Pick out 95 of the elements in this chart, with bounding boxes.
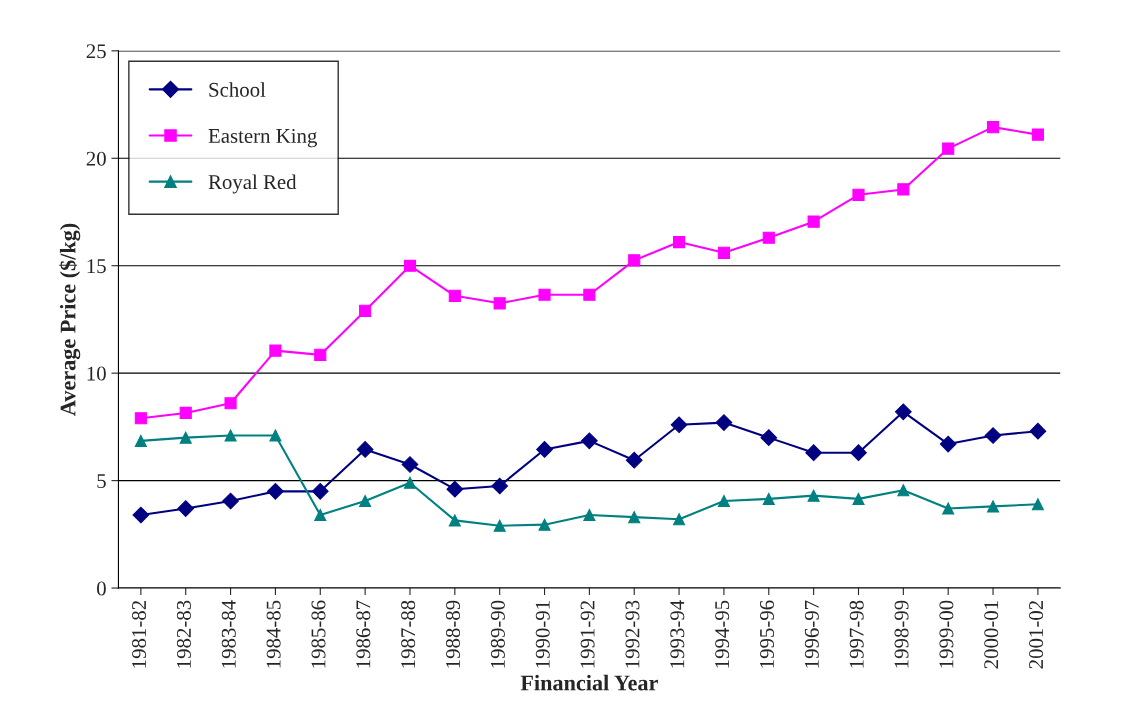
point: [986, 121, 1000, 134]
x-tick-label: 1981-82: [132, 601, 147, 668]
point: [583, 288, 596, 301]
x-tick-label: 1990-91: [535, 601, 550, 668]
point: [538, 518, 551, 531]
point: [359, 494, 372, 508]
point: [673, 513, 686, 526]
x-tick-label: 1983-84: [221, 600, 236, 668]
point: [1029, 422, 1047, 440]
point: [448, 289, 461, 302]
point: [269, 429, 282, 442]
point: [493, 519, 506, 532]
y-tick-label: 15: [87, 259, 106, 274]
point: [717, 494, 731, 508]
point: [224, 429, 237, 442]
point: [942, 142, 955, 155]
point: [179, 431, 192, 444]
x-tick-label: 1994-95: [715, 600, 730, 668]
x-tick-label: 1997-98: [849, 600, 864, 668]
point: [715, 414, 733, 431]
point: [670, 416, 688, 434]
point: [852, 492, 865, 505]
legend-label: Royal Red: [208, 174, 297, 194]
point: [536, 441, 553, 458]
point: [491, 477, 509, 495]
point: [314, 348, 327, 361]
x-tick-label: 2000-01: [984, 601, 999, 669]
point: [314, 508, 327, 522]
y-tick-label: 5: [97, 474, 106, 489]
point: [493, 297, 506, 310]
x-tick-label: 1999-00: [939, 600, 954, 668]
point: [894, 403, 912, 421]
x-tick-label: 1995-96: [760, 600, 774, 668]
legend-label: Eastern King: [208, 128, 317, 148]
point: [760, 429, 778, 447]
x-tick-label: 1986-87: [356, 600, 371, 668]
point: [581, 432, 598, 450]
point: [1031, 498, 1044, 511]
point: [222, 492, 239, 510]
point: [359, 304, 372, 317]
x-tick-label: 1991-92: [580, 601, 595, 668]
point: [311, 482, 329, 500]
point: [807, 489, 820, 502]
point: [269, 344, 282, 357]
legend-label: School: [209, 82, 266, 97]
point: [852, 188, 865, 201]
y-tick-label: 10: [87, 366, 106, 381]
point: [850, 444, 867, 462]
point: [942, 502, 955, 515]
point: [986, 500, 1000, 513]
point: [717, 246, 731, 259]
point: [177, 500, 195, 517]
point: [446, 480, 464, 498]
point: [805, 444, 823, 462]
x-tick-label: 1989-90: [490, 600, 505, 668]
point: [628, 254, 641, 267]
x-tick-label: 1996-97: [804, 600, 819, 668]
point: [939, 435, 957, 453]
y-tick-label: 20: [86, 151, 106, 166]
point: [403, 259, 417, 272]
point: [628, 511, 641, 524]
point: [625, 451, 643, 469]
x-tick-label: 1987-88: [401, 600, 416, 668]
x-tick-label: 1993-94: [670, 600, 685, 668]
point: [673, 236, 686, 249]
x-tick-label: 1985-86: [311, 600, 326, 668]
y-tick-label: 0: [97, 581, 106, 596]
y-tick-label: 25: [86, 44, 106, 59]
point: [179, 406, 192, 419]
point: [132, 506, 150, 524]
point: [762, 231, 775, 244]
point: [984, 427, 1002, 444]
x-tick-label: 2001-02: [1029, 601, 1044, 669]
point: [897, 484, 910, 497]
x-tick-label: 1992-93: [625, 600, 640, 668]
x-axis-title: Financial Year: [520, 674, 658, 691]
point: [401, 456, 419, 473]
point: [1031, 128, 1044, 141]
point: [356, 441, 374, 458]
point: [583, 508, 596, 522]
point: [134, 434, 147, 447]
point: [224, 397, 237, 410]
point: [267, 482, 284, 500]
point: [897, 183, 910, 196]
point: [403, 476, 417, 489]
point: [807, 215, 820, 228]
point: [134, 412, 147, 425]
x-tick-label: 1984-85: [266, 600, 281, 668]
x-tick-label: 1982-83: [176, 600, 191, 668]
point: [448, 514, 461, 527]
y-axis-title: Average Price ($/kg): [59, 223, 81, 416]
x-tick-label: 1988-89: [445, 600, 461, 668]
point: [762, 492, 775, 505]
x-tick-label: 1998-99: [894, 600, 909, 668]
point: [538, 288, 551, 301]
